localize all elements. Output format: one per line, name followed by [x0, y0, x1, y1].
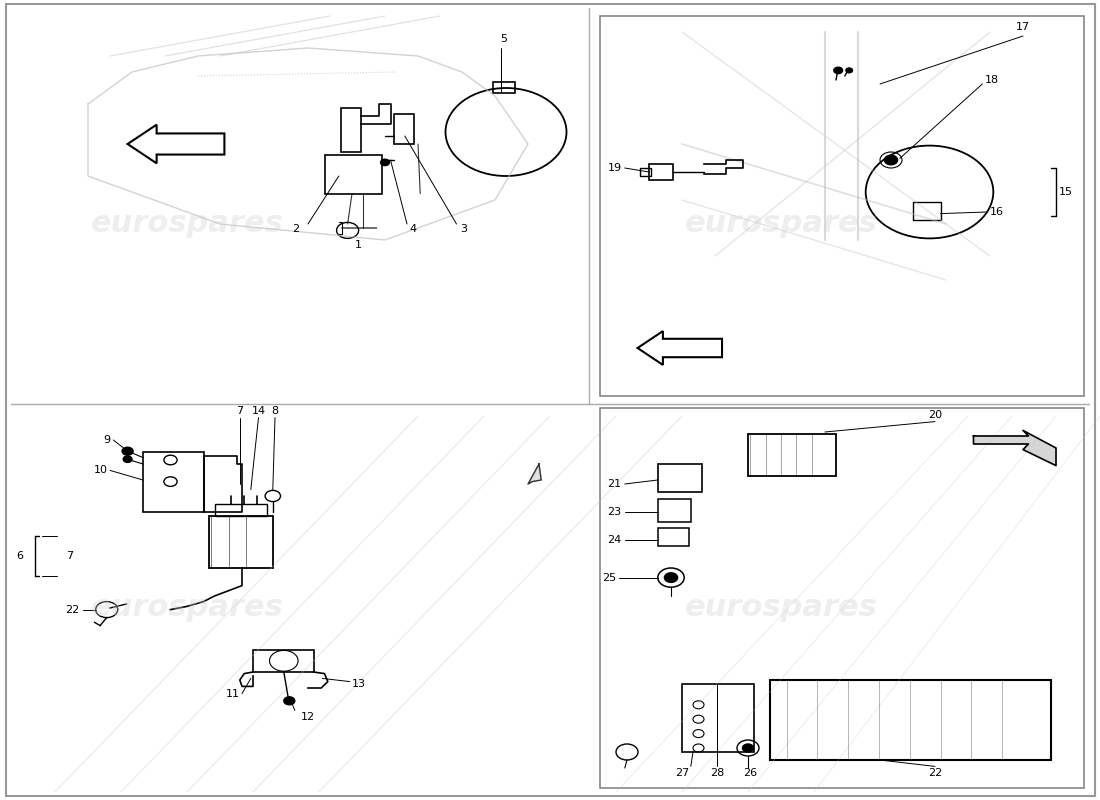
- Text: 4: 4: [409, 224, 416, 234]
- Circle shape: [664, 573, 678, 582]
- Text: 13: 13: [352, 679, 366, 689]
- Polygon shape: [528, 464, 541, 484]
- Circle shape: [122, 447, 133, 455]
- Text: 23: 23: [607, 507, 621, 517]
- Text: eurospares: eurospares: [684, 594, 878, 622]
- Text: 8: 8: [272, 406, 278, 416]
- Text: 27: 27: [675, 768, 689, 778]
- Text: eurospares: eurospares: [90, 210, 284, 238]
- Text: eurospares: eurospares: [684, 210, 878, 238]
- Text: 22: 22: [65, 605, 79, 614]
- Circle shape: [884, 155, 898, 165]
- Text: 16: 16: [990, 207, 1004, 217]
- Text: 2: 2: [293, 224, 299, 234]
- Text: 12: 12: [301, 712, 315, 722]
- Circle shape: [742, 744, 754, 752]
- Text: eurospares: eurospares: [90, 594, 284, 622]
- Text: 9: 9: [103, 435, 110, 445]
- Text: 7: 7: [236, 406, 243, 416]
- Text: 3: 3: [460, 224, 466, 234]
- Text: 17: 17: [1016, 22, 1030, 32]
- Text: 18: 18: [984, 75, 999, 85]
- Text: 15: 15: [1059, 187, 1074, 197]
- Text: 7: 7: [66, 551, 73, 561]
- Text: 20: 20: [928, 410, 942, 420]
- Polygon shape: [974, 430, 1056, 466]
- Text: 28: 28: [711, 768, 724, 778]
- Text: 11: 11: [226, 689, 240, 698]
- Text: 24: 24: [607, 535, 621, 545]
- Text: 10: 10: [94, 466, 108, 475]
- Text: 19: 19: [607, 163, 621, 173]
- Text: 1: 1: [355, 240, 362, 250]
- Circle shape: [123, 456, 132, 462]
- Text: 14: 14: [252, 406, 265, 416]
- Text: 6: 6: [16, 551, 23, 561]
- Text: 5: 5: [500, 34, 507, 44]
- Circle shape: [846, 68, 852, 73]
- Text: 21: 21: [607, 479, 621, 489]
- Circle shape: [284, 697, 295, 705]
- Circle shape: [381, 159, 389, 166]
- Text: 22: 22: [928, 768, 942, 778]
- Circle shape: [834, 67, 843, 74]
- Text: 26: 26: [744, 768, 757, 778]
- Text: 25: 25: [602, 573, 616, 582]
